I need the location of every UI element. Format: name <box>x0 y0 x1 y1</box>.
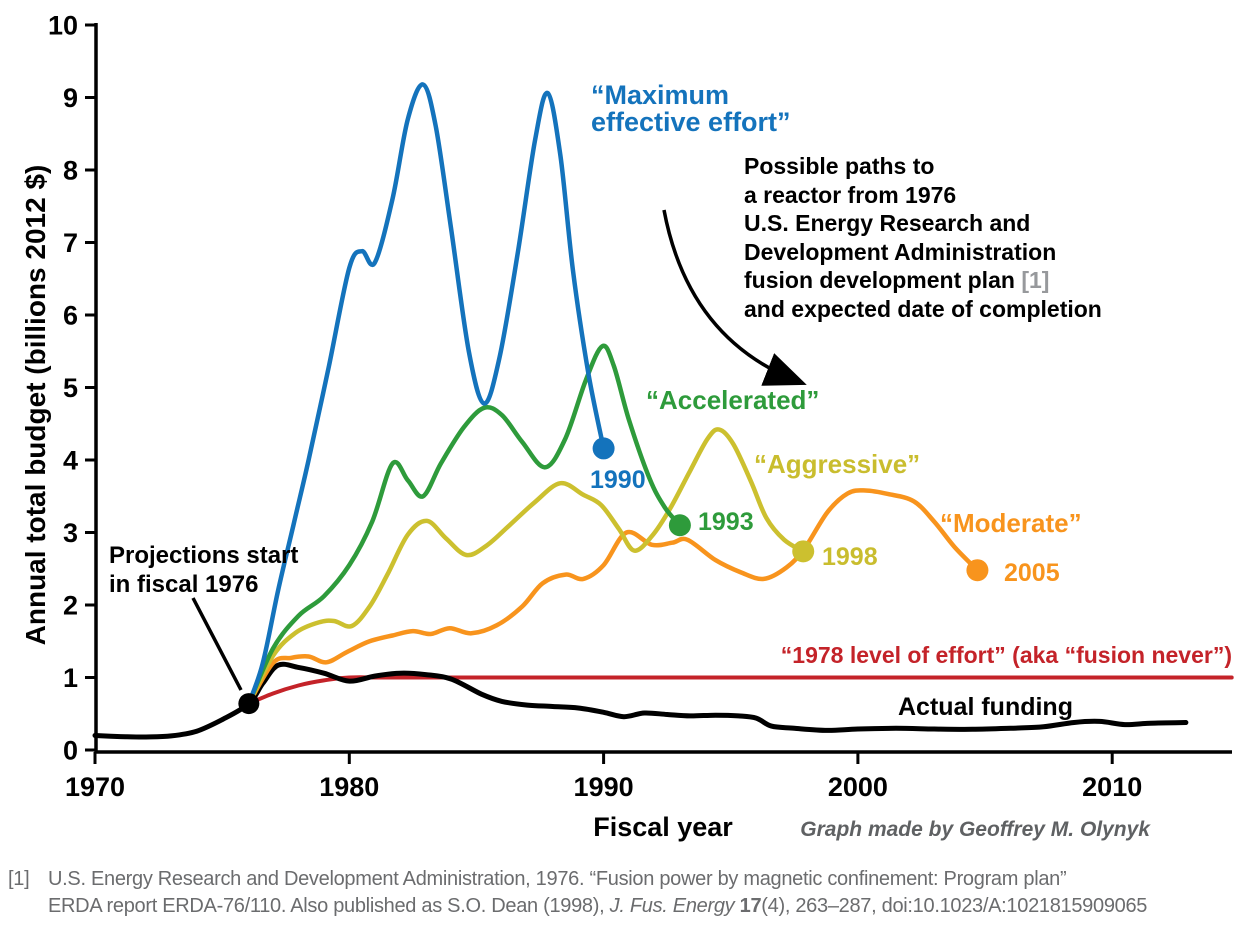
footnote-line2-pre: ERDA report ERDA-76/110. Also published … <box>48 895 610 917</box>
y-tick-label: 1 <box>63 663 78 693</box>
label-maximum-effective-effort: “Maximum effective effort” <box>591 80 791 137</box>
series-moderate <box>246 488 980 706</box>
y-tick-label: 7 <box>63 228 78 258</box>
plan-note-line3: U.S. Energy Research and <box>744 210 1031 236</box>
label-1978-level-of-effort: “1978 level of effort” (aka “fusion neve… <box>780 642 1232 668</box>
label-actual-funding: Actual funding <box>898 693 1073 721</box>
reference-footnote: [1] U.S. Energy Research and Development … <box>8 866 1147 920</box>
series-aggressive <box>246 427 806 706</box>
footnote-line1: [1] U.S. Energy Research and Development … <box>8 866 1147 893</box>
y-tick-label: 0 <box>63 736 78 766</box>
y-axis-title: Annual total budget (billions 2012 $) <box>20 164 51 646</box>
projections-arrow <box>191 597 243 691</box>
plan-note: Possible paths to a reactor from 1976 U.… <box>744 152 1102 323</box>
plan-note-line1: Possible paths to <box>744 153 935 179</box>
series-actual-funding <box>92 661 1189 740</box>
plan-note-line4: Development Administration <box>744 238 1057 265</box>
completion-dot-accelerated <box>668 514 691 537</box>
label-completion-1993: 1993 <box>698 508 754 536</box>
plan-note-line6: and expected date of completion <box>744 295 1102 322</box>
graph-credit: Graph made by Geoffrey M. Olynyk <box>800 818 1150 841</box>
label-projections-start: Projections start in fiscal 1976 <box>109 542 299 598</box>
series-maximum-effective-effort <box>246 82 606 706</box>
y-tick-label: 4 <box>63 446 78 476</box>
x-tick-label: 1970 <box>65 772 125 802</box>
plan-note-line5: fusion development plan [1] <box>744 266 1102 295</box>
label-moderate: “Moderate” <box>940 508 1082 538</box>
y-tick-label: 9 <box>63 83 78 113</box>
completion-dot-aggressive <box>792 540 815 563</box>
y-tick-label: 2 <box>63 591 78 621</box>
x-tick-label: 2010 <box>1082 772 1142 802</box>
footnote-volume: 17 <box>739 895 762 917</box>
completion-dot-maximum-effective-effort <box>592 437 615 460</box>
label-aggressive: “Aggressive” <box>754 449 921 479</box>
projection-start-dot <box>238 693 260 715</box>
series-accelerated <box>246 343 683 706</box>
plan-note-line2: a reactor from 1976 <box>744 181 957 208</box>
y-tick-label: 6 <box>63 301 78 331</box>
x-tick-label: 1990 <box>574 772 634 802</box>
label-completion-2005: 2005 <box>1004 559 1060 587</box>
plan-note-citation-ref: [1] <box>1021 267 1050 293</box>
label-accelerated: “Accelerated” <box>646 385 820 415</box>
series-fusion-never <box>246 675 1234 706</box>
note-arrow <box>662 209 807 386</box>
y-tick-label: 8 <box>63 156 78 186</box>
y-tick-label: 5 <box>63 373 78 403</box>
footnote-line1-text: U.S. Energy Research and Development Adm… <box>48 868 1067 890</box>
footnote-line2: ERDA report ERDA-76/110. Also published … <box>8 893 1147 920</box>
y-tick-label: 3 <box>63 518 78 548</box>
label-completion-1998: 1998 <box>822 543 878 571</box>
x-tick-label: 2000 <box>828 772 888 802</box>
completion-dot-moderate <box>966 559 989 582</box>
x-axis-title: Fiscal year <box>593 812 733 842</box>
x-tick-label: 1980 <box>319 772 379 802</box>
plan-note-line5-text: fusion development plan <box>744 267 1022 293</box>
y-tick-label: 10 <box>48 11 78 41</box>
footnote-line2-post: (4), 263–287, doi:10.1023/A:102181590906… <box>761 895 1148 917</box>
label-completion-1990: 1990 <box>590 466 646 494</box>
footnote-ref-marker: [1] <box>8 868 30 890</box>
footnote-journal-name: J. Fus. Energy <box>609 895 740 917</box>
